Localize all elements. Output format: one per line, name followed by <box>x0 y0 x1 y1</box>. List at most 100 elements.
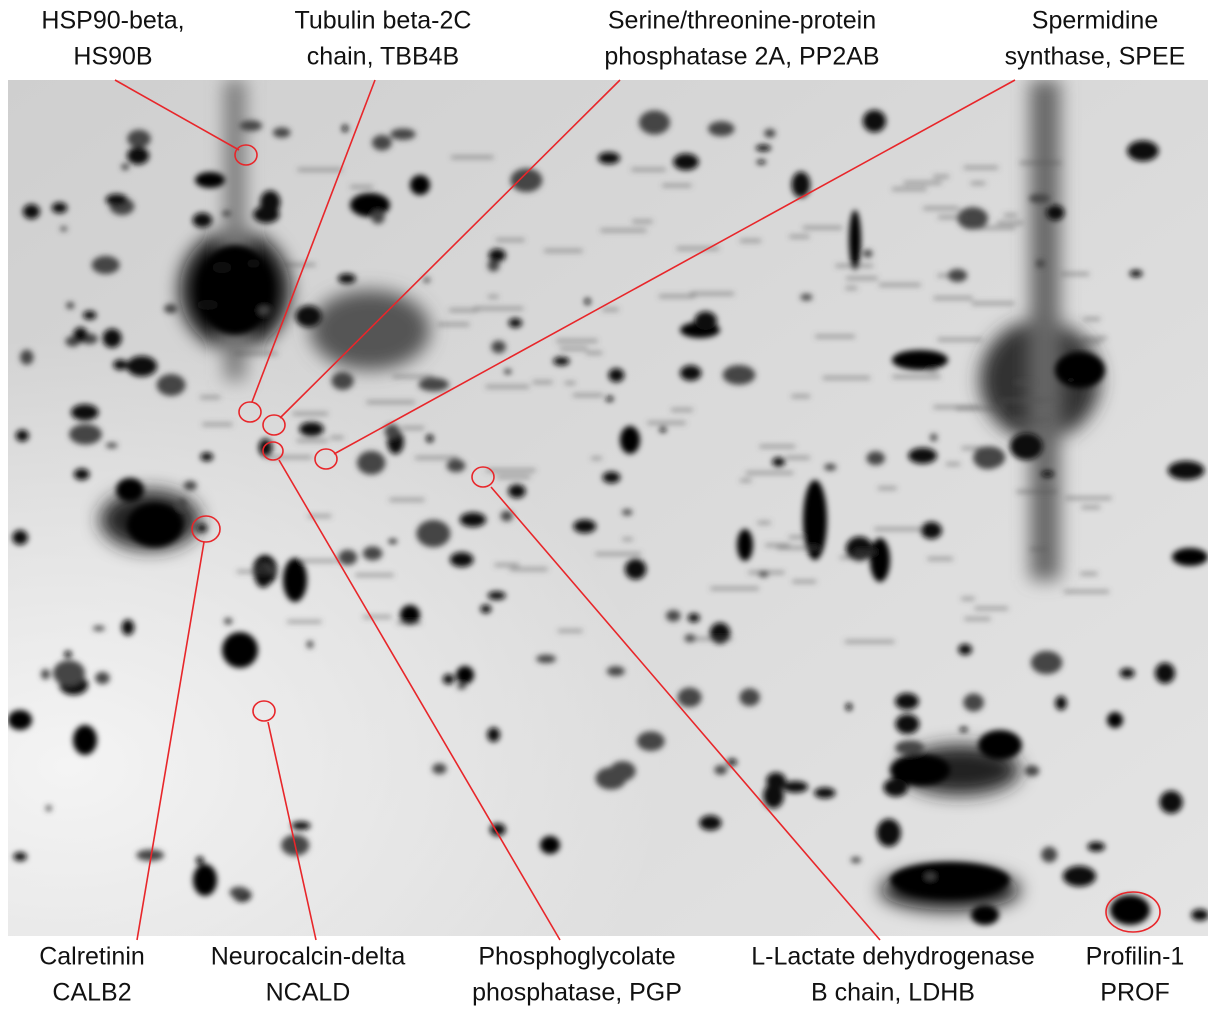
gel-streak <box>1084 318 1101 321</box>
label-text: Tubulin beta-2C <box>295 7 472 35</box>
gel-streak <box>200 396 220 399</box>
label-text: Spermidine <box>1032 7 1158 35</box>
gel-spot <box>1046 205 1064 220</box>
gel-spot <box>224 618 232 625</box>
gel-streak <box>631 168 665 171</box>
gel-spot <box>106 194 128 206</box>
gel-streak <box>690 292 734 295</box>
gel-streak <box>623 538 633 541</box>
gel-spot <box>625 559 646 580</box>
gel-spot <box>53 660 85 686</box>
gel-spot <box>121 164 129 171</box>
gel-spot <box>501 511 513 522</box>
gel-spot <box>1029 194 1050 203</box>
gel-spot <box>892 350 948 370</box>
gel-streak <box>789 235 809 238</box>
label-text: HS90B <box>73 43 152 71</box>
gel-spot <box>255 566 271 587</box>
gel-spot <box>710 623 730 644</box>
gel-streak <box>933 175 949 178</box>
label-text: L-Lactate dehydrogenase <box>751 943 1035 971</box>
gel-spot <box>197 300 218 310</box>
gel-spot <box>846 703 853 711</box>
gel-streak <box>497 476 530 479</box>
gel-spot <box>83 311 96 320</box>
gel-spot <box>708 121 734 136</box>
gel-streak <box>496 239 525 242</box>
gel-streak <box>740 239 761 242</box>
gel-streak <box>267 456 312 459</box>
gel-streak <box>874 528 924 531</box>
gel-spot <box>783 781 808 793</box>
gel-streak <box>928 557 953 560</box>
gel-streak <box>1081 506 1100 509</box>
gel-spot <box>74 469 90 481</box>
gel-spot <box>620 426 640 454</box>
gel-spot <box>963 694 984 712</box>
gel-streak <box>803 226 842 229</box>
gel-spot <box>714 765 727 775</box>
gel-streak <box>879 283 921 286</box>
gel-spot <box>127 147 149 165</box>
gel-spot <box>423 531 431 536</box>
label-text: phosphatase 2A, PP2AB <box>604 43 879 71</box>
gel-streak <box>962 447 990 450</box>
gel-spot <box>1055 352 1105 388</box>
gel-spot <box>1172 548 1208 566</box>
gel-spot <box>678 688 702 708</box>
gel-streak <box>956 407 1004 410</box>
gel-spot <box>222 211 231 217</box>
gel-spot <box>307 641 314 649</box>
gel-spot <box>73 725 97 755</box>
gel-spot <box>239 120 262 131</box>
gel-spot <box>766 772 786 789</box>
gel-spot <box>127 356 158 377</box>
gel-streak <box>961 597 974 600</box>
gel-streak <box>934 297 973 300</box>
gel-spot <box>390 129 415 140</box>
gel-spot <box>1066 377 1075 382</box>
gel-streak <box>662 184 691 187</box>
gel-spot <box>536 655 556 663</box>
label-text: synthase, SPEE <box>1005 43 1186 71</box>
figure: HSP90-beta,HS90BTubulin beta-2Cchain, TB… <box>0 0 1208 1009</box>
gel-spot <box>1107 712 1123 728</box>
gel-spot <box>870 538 890 582</box>
gel-spot <box>338 550 357 565</box>
gel-spot <box>291 821 310 830</box>
gel-spot <box>666 610 681 621</box>
gel-spot <box>193 213 213 228</box>
gel-spot <box>895 714 919 734</box>
gel-spot <box>385 424 400 438</box>
gel-spot <box>432 763 446 774</box>
gel-spot <box>1120 668 1135 678</box>
gel-spot <box>603 472 621 484</box>
gel-spot <box>504 370 511 374</box>
gel-streak <box>1065 497 1111 500</box>
label-text: Phosphoglycolate <box>478 943 675 971</box>
gel-spot <box>41 669 50 680</box>
gel-streak <box>966 226 1016 229</box>
gel-spot <box>1031 651 1062 674</box>
gel-spot <box>342 125 348 132</box>
gel-streak <box>687 637 733 640</box>
gel-spot <box>1041 471 1054 477</box>
gel-spot <box>1110 895 1150 925</box>
gel-spot <box>1160 791 1183 814</box>
gel-spot <box>489 249 506 262</box>
gel-streak <box>892 188 926 191</box>
gel-spot <box>230 887 249 898</box>
label-text: Profilin-1 <box>1086 943 1185 971</box>
gel-streak <box>1015 381 1036 384</box>
gel-spot <box>60 226 67 231</box>
gel-spot <box>1087 842 1105 852</box>
gel-streak <box>237 570 278 573</box>
gel-streak <box>792 580 816 583</box>
gel-streak <box>904 181 942 184</box>
gel-spot <box>925 873 936 880</box>
gel-streak <box>1030 548 1047 551</box>
label-text: phosphatase, PGP <box>472 979 682 1007</box>
gel-streak <box>975 607 1009 610</box>
gel-streak <box>389 498 424 501</box>
gel-streak <box>892 375 940 378</box>
